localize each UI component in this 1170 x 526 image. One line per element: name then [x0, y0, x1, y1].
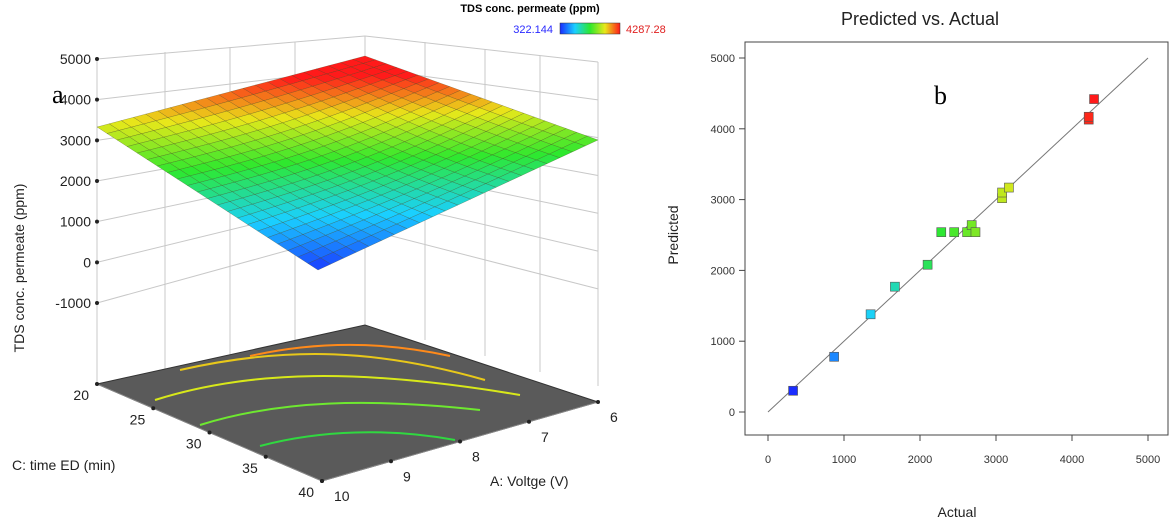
x-tick-label: 0	[765, 454, 771, 466]
y-tick-label: 2000	[711, 265, 735, 277]
response-surface	[96, 55, 599, 271]
a-tick-label: 7	[541, 429, 549, 445]
z-tick-label: 5000	[60, 51, 91, 67]
data-point	[788, 385, 798, 396]
y-axis-ticks: 0 1000 2000 3000 4000 5000	[711, 53, 745, 419]
x-tick-label: 4000	[1060, 454, 1084, 466]
c-tick-label: 35	[242, 460, 258, 476]
z-axis-label: TDS conc. permeate (ppm)	[11, 184, 27, 353]
c-axis-label: C: time ED (min)	[12, 457, 115, 473]
a-tick-label: 6	[610, 409, 618, 425]
colorbar	[559, 22, 621, 35]
z-tick-label: 3000	[60, 132, 91, 148]
a-axis-label: A: Voltge (V)	[490, 473, 569, 489]
c-tick-label: 20	[73, 387, 89, 403]
x-tick-label: 3000	[984, 454, 1008, 466]
z-tick-label: 0	[83, 254, 91, 270]
x-axis-label: Actual	[938, 504, 977, 520]
chart-title: Predicted vs. Actual	[841, 9, 999, 29]
panel-a-label: a	[52, 80, 64, 109]
a-tick-mark	[389, 459, 393, 464]
a-axis-ticks: 10 9 8 7 6	[320, 400, 618, 504]
panel-b-label: b	[934, 81, 947, 110]
data-point	[890, 281, 900, 292]
z-tick-label: 2000	[60, 173, 91, 189]
z-tick-mark	[95, 301, 99, 305]
z-tick-label: -1000	[55, 295, 91, 311]
data-point	[936, 227, 947, 237]
c-tick-mark	[95, 382, 99, 386]
panel-b-scatter-plot: Predicted vs. Actual 0 1000 2000 3000 4000 50…	[665, 9, 1169, 520]
y-tick-label: 4000	[711, 124, 735, 136]
data-point	[1004, 182, 1014, 193]
z-tick-mark	[95, 179, 99, 183]
data-point	[970, 227, 981, 237]
data-point	[922, 259, 933, 270]
c-tick-mark	[207, 430, 212, 435]
data-point	[1089, 94, 1099, 104]
data-point	[829, 351, 839, 362]
y-tick-label: 3000	[711, 195, 735, 207]
c-tick-mark	[263, 454, 268, 459]
c-tick-label: 40	[298, 484, 314, 500]
z-tick-mark	[95, 219, 99, 224]
a-tick-mark	[527, 419, 531, 424]
a-tick-label: 8	[472, 449, 480, 465]
x-tick-label: 1000	[832, 454, 856, 466]
panel-a-surface-plot: TDS conc. permeate (ppm) 322.144 4287.28	[11, 3, 666, 504]
z-tick-label: 1000	[60, 214, 91, 230]
x-axis-ticks: 0 1000 2000 3000 4000 5000	[765, 435, 1160, 466]
data-point	[865, 309, 876, 320]
a-tick-mark	[596, 400, 600, 404]
colorbar-max-label: 4287.28	[626, 24, 666, 36]
a-tick-mark	[320, 479, 324, 483]
y-tick-label: 0	[729, 407, 735, 419]
data-point	[949, 227, 960, 237]
z-tick-label: 4000	[60, 92, 91, 108]
x-tick-label: 2000	[908, 454, 932, 466]
c-tick-label: 30	[186, 436, 202, 452]
z-tick-mark	[95, 138, 99, 143]
surface-cell	[574, 135, 599, 147]
contour-lines	[154, 343, 521, 447]
y-axis-label: Predicted	[665, 205, 681, 264]
a-tick-label: 10	[334, 488, 350, 504]
y-tick-label: 1000	[711, 336, 735, 348]
c-axis-ticks: 20 25 30 35 40	[73, 382, 324, 500]
c-tick-mark	[151, 406, 156, 411]
data-point	[997, 187, 1007, 198]
z-tick-mark	[95, 260, 99, 265]
data-points	[788, 94, 1099, 396]
z-tick-mark	[95, 97, 99, 102]
c-tick-label: 25	[130, 411, 146, 427]
plot-frame	[744, 41, 1169, 436]
colorbar-min-label: 322.144	[513, 24, 553, 36]
colorbar-title: TDS conc. permeate (ppm)	[460, 3, 600, 15]
data-point	[1083, 111, 1094, 122]
x-tick-label: 5000	[1136, 454, 1160, 466]
a-tick-mark	[458, 439, 462, 444]
y-tick-label: 5000	[711, 53, 735, 65]
z-tick-mark	[95, 57, 99, 61]
z-axis-ticks: 5000 4000 3000 2000 1000 0 -1000	[55, 51, 99, 311]
a-tick-label: 9	[403, 468, 411, 484]
